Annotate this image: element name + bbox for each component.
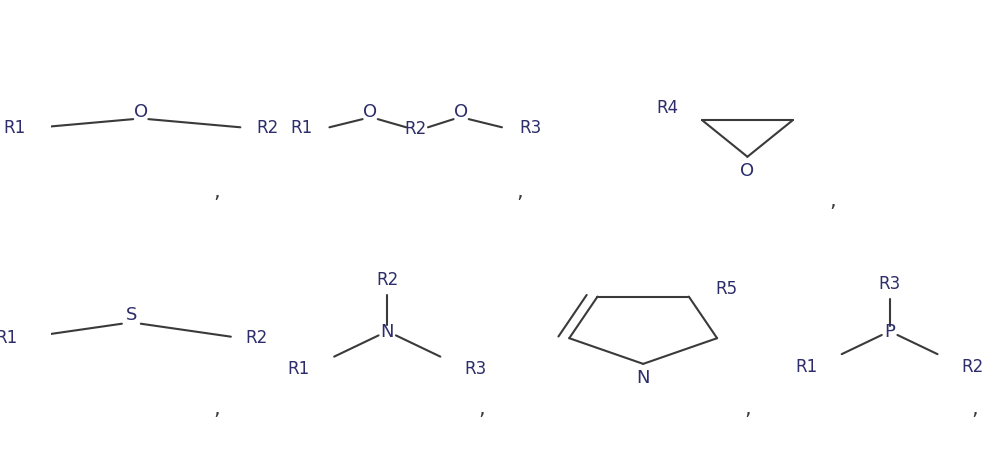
Text: R2: R2 bbox=[256, 119, 279, 137]
Text: O: O bbox=[134, 103, 148, 121]
Text: R5: R5 bbox=[715, 279, 738, 297]
Text: N: N bbox=[636, 369, 650, 387]
Text: ,: , bbox=[829, 190, 836, 210]
Text: ,: , bbox=[213, 399, 220, 418]
Text: R3: R3 bbox=[519, 119, 541, 137]
Text: R1: R1 bbox=[795, 357, 818, 375]
Text: R1: R1 bbox=[0, 328, 18, 346]
Text: P: P bbox=[884, 323, 895, 340]
Text: R2: R2 bbox=[376, 270, 398, 288]
Text: ,: , bbox=[744, 399, 751, 418]
Text: R4: R4 bbox=[656, 99, 678, 117]
Text: ,: , bbox=[972, 399, 978, 418]
Text: ,: , bbox=[213, 182, 220, 201]
Text: R1: R1 bbox=[3, 119, 25, 137]
Text: ,: , bbox=[517, 182, 523, 201]
Text: O: O bbox=[363, 103, 377, 121]
Text: R1: R1 bbox=[288, 359, 310, 377]
Text: R2: R2 bbox=[245, 328, 267, 346]
Text: R2: R2 bbox=[405, 120, 427, 138]
Text: R3: R3 bbox=[878, 274, 901, 292]
Text: S: S bbox=[126, 306, 137, 324]
Text: R1: R1 bbox=[290, 119, 312, 137]
Text: ,: , bbox=[479, 399, 485, 418]
Text: O: O bbox=[740, 162, 754, 180]
Text: R2: R2 bbox=[961, 357, 984, 375]
Text: R3: R3 bbox=[464, 359, 487, 377]
Text: N: N bbox=[380, 323, 394, 340]
Text: O: O bbox=[454, 103, 468, 121]
